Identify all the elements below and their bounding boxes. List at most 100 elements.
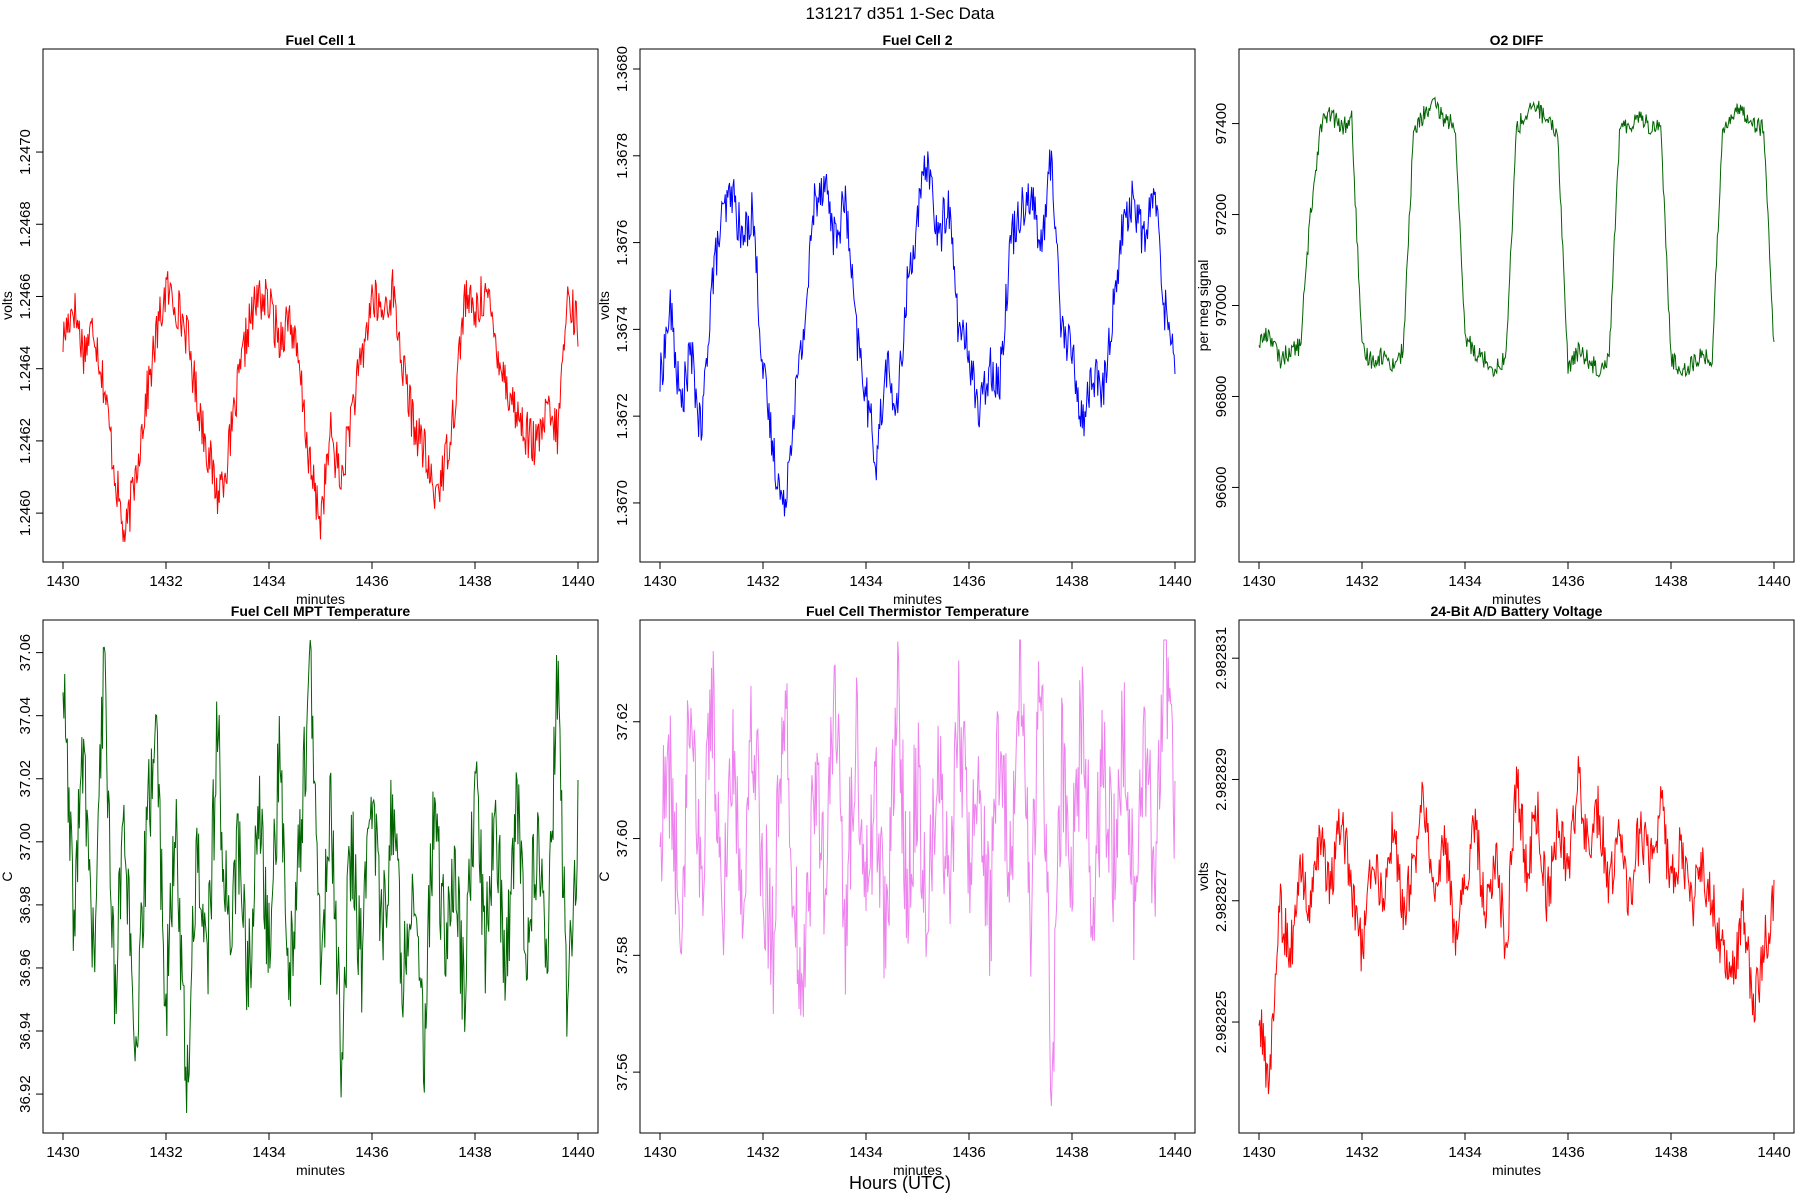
y-tick-label: 1.2464 [17, 346, 34, 392]
x-tick-label: 1432 [1345, 573, 1378, 590]
plot-frame [639, 619, 1196, 1134]
figure-suptitle: 131217 d351 1-Sec Data [805, 4, 995, 23]
x-tick-label: 1436 [952, 573, 985, 590]
x-tick-label: 1434 [252, 1144, 285, 1161]
chart-title: 24-Bit A/D Battery Voltage [1431, 603, 1603, 619]
chart-panel-5: Fuel Cell Thermistor Temperature 1430 1432… [596, 603, 1196, 1178]
y-tick-label: 36.94 [17, 1012, 34, 1050]
x-tick-label: 1432 [1345, 1144, 1378, 1161]
x-tick-label: 1440 [1757, 1144, 1790, 1161]
x-tick-label: 1436 [355, 1144, 388, 1161]
y-axis-label: volts [596, 291, 612, 320]
y-tick-label: 96800 [1213, 376, 1230, 418]
y-tick-label: 36.96 [17, 949, 34, 987]
y-tick-label: 37.06 [17, 634, 34, 672]
x-tick-label: 1436 [952, 1144, 985, 1161]
x-tick-label: 1438 [1055, 573, 1088, 590]
y-tick-label: 36.92 [17, 1075, 34, 1113]
y-tick-label: 1.2470 [17, 129, 34, 175]
series-line [1258, 756, 1775, 1095]
series-line [1258, 96, 1775, 378]
x-tick-label: 1434 [849, 573, 882, 590]
x-tick-label: 1436 [355, 573, 388, 590]
x-tick-label: 1432 [746, 573, 779, 590]
chart-panel-1: Fuel Cell 1 1430 1432 1434 1436 1438 1440 minut… [0, 32, 599, 607]
y-tick-label: 1.3670 [614, 480, 631, 526]
x-axis-label: minutes [296, 591, 345, 607]
chart-title: Fuel Cell 1 [285, 32, 355, 48]
x-tick-label: 1430 [643, 1144, 676, 1161]
plot-frame [42, 619, 599, 1134]
y-tick-label: 97200 [1213, 194, 1230, 236]
y-axis-label: C [596, 871, 612, 881]
plot-frame [639, 48, 1196, 563]
y-tick-label: 37.00 [17, 823, 34, 861]
y-tick-label: 2.982831 [1213, 627, 1230, 690]
x-tick-label: 1430 [46, 573, 79, 590]
y-axis-label: C [0, 871, 15, 881]
y-tick-label: 1.3672 [614, 393, 631, 439]
y-tick-label: 37.04 [17, 697, 34, 735]
x-tick-label: 1440 [561, 1144, 594, 1161]
y-tick-label: 96600 [1213, 467, 1230, 509]
chart-panel-2: Fuel Cell 2 1430 1432 1434 1436 1438 1440 minut… [596, 32, 1196, 607]
x-tick-label: 1432 [746, 1144, 779, 1161]
chart-panel-4: Fuel Cell MPT Temperature 1430 1432 1434 143… [0, 603, 599, 1178]
y-axis-label: volts [1195, 862, 1211, 891]
x-tick-label: 1434 [1448, 573, 1481, 590]
x-axis-label: minutes [893, 591, 942, 607]
x-tick-label: 1434 [849, 1144, 882, 1161]
series-line [62, 640, 579, 1114]
y-tick-label: 37.56 [614, 1053, 631, 1091]
y-tick-label: 37.02 [17, 760, 34, 798]
x-tick-label: 1430 [1242, 573, 1275, 590]
y-tick-label: 97000 [1213, 285, 1230, 327]
x-tick-label: 1440 [561, 573, 594, 590]
x-tick-label: 1440 [1158, 1144, 1191, 1161]
x-axis-label: minutes [296, 1162, 345, 1178]
y-tick-label: 37.60 [614, 820, 631, 858]
plot-frame [42, 48, 599, 563]
x-tick-label: 1438 [1654, 573, 1687, 590]
series-line [659, 639, 1176, 1106]
x-axis-label: minutes [1492, 1162, 1541, 1178]
y-tick-label: 1.2468 [17, 201, 34, 247]
x-tick-label: 1430 [643, 573, 676, 590]
y-tick-label: 1.2466 [17, 274, 34, 320]
y-tick-label: 2.982827 [1213, 869, 1230, 932]
chart-title: O2 DIFF [1490, 32, 1544, 48]
y-tick-label: 1.3680 [614, 46, 631, 92]
x-axis-label: minutes [893, 1162, 942, 1178]
x-tick-label: 1436 [1551, 1144, 1584, 1161]
chart-title: Fuel Cell 2 [882, 32, 952, 48]
x-tick-label: 1430 [46, 1144, 79, 1161]
y-tick-label: 1.3676 [614, 220, 631, 266]
series-line [62, 269, 579, 543]
y-tick-label: 1.2460 [17, 490, 34, 536]
chart-title: Fuel Cell Thermistor Temperature [806, 603, 1029, 619]
y-tick-label: 97400 [1213, 103, 1230, 145]
x-tick-label: 1432 [149, 573, 182, 590]
x-tick-label: 1438 [1654, 1144, 1687, 1161]
y-tick-label: 36.98 [17, 886, 34, 924]
y-axis-label: per meg signal [1195, 260, 1211, 352]
chart-panel-6: 24-Bit A/D Battery Voltage 1430 1432 1434 14… [1195, 603, 1795, 1178]
x-tick-label: 1430 [1242, 1144, 1275, 1161]
x-tick-label: 1436 [1551, 573, 1584, 590]
x-tick-label: 1440 [1158, 573, 1191, 590]
chart-panel-3: O2 DIFF 1430 1432 1434 1436 1438 1440 minutes 96… [1195, 32, 1795, 607]
x-tick-label: 1434 [1448, 1144, 1481, 1161]
y-tick-label: 2.982829 [1213, 748, 1230, 811]
x-tick-label: 1438 [458, 573, 491, 590]
y-tick-label: 2.982825 [1213, 991, 1230, 1054]
x-axis-label: minutes [1492, 591, 1541, 607]
y-tick-label: 1.3674 [614, 306, 631, 352]
x-tick-label: 1438 [458, 1144, 491, 1161]
figure-outer-xlabel: Hours (UTC) [849, 1173, 951, 1193]
y-tick-label: 1.2462 [17, 418, 34, 464]
x-tick-label: 1432 [149, 1144, 182, 1161]
chart-title: Fuel Cell MPT Temperature [231, 603, 411, 619]
x-tick-label: 1440 [1757, 573, 1790, 590]
x-tick-label: 1438 [1055, 1144, 1088, 1161]
y-axis-label: volts [0, 291, 15, 320]
